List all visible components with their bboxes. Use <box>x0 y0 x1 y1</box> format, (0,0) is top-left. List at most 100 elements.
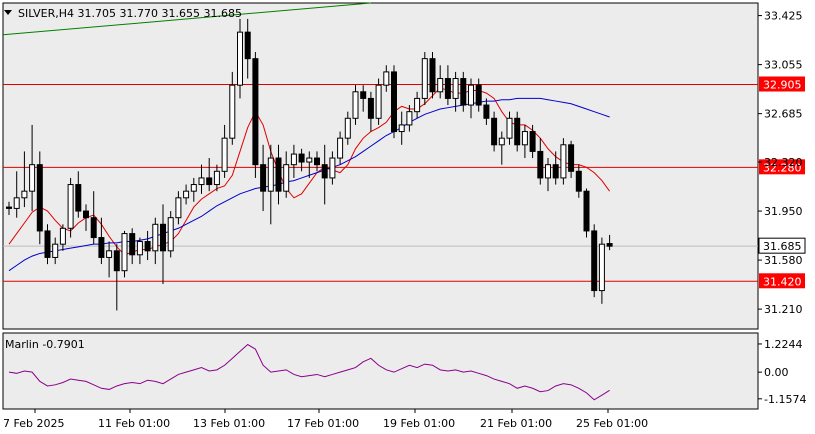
candle <box>167 211 174 258</box>
marlin-line <box>8 343 610 401</box>
candle-body <box>483 104 490 119</box>
candle-body <box>83 210 89 219</box>
candle-body <box>144 241 151 252</box>
candle <box>583 188 590 238</box>
candle <box>437 65 444 99</box>
candle-body <box>537 150 544 179</box>
candle <box>429 52 436 99</box>
candle-body <box>75 184 82 212</box>
candle-body <box>414 97 421 113</box>
current-price-label: 31.685 <box>763 240 802 253</box>
candle-body <box>545 164 551 179</box>
trend-line <box>2 2 371 36</box>
candle <box>545 158 551 192</box>
candle <box>6 201 12 216</box>
candle <box>190 177 197 202</box>
time-tick-label: 7 Feb 2025 <box>3 417 64 430</box>
candle-body <box>21 190 28 199</box>
candle-body <box>44 230 51 258</box>
candle <box>352 85 359 125</box>
candle <box>275 144 282 205</box>
candle-body <box>275 157 282 192</box>
candle-body <box>221 137 228 172</box>
level-label: 32.280 <box>763 161 802 174</box>
candle <box>229 71 236 145</box>
candle <box>598 237 605 304</box>
candle <box>90 191 97 245</box>
candle-body <box>175 197 182 219</box>
level-label-bg <box>759 76 805 92</box>
candle-body <box>437 78 444 93</box>
candle-body <box>575 170 582 192</box>
candle-body <box>583 190 590 232</box>
candle-body <box>190 184 197 192</box>
candle-body <box>444 78 451 99</box>
candle <box>44 224 51 265</box>
candle-body <box>468 84 474 106</box>
trend-line-layer <box>2 2 371 36</box>
candle-body <box>167 217 174 252</box>
candle <box>391 65 397 139</box>
price-tick-label: 33.055 <box>764 59 803 72</box>
candle <box>29 124 36 212</box>
level-label: 31.420 <box>763 275 802 288</box>
candle-body <box>113 250 120 272</box>
candle-body <box>6 206 12 209</box>
candle <box>175 191 182 225</box>
level-label-bg <box>759 273 805 289</box>
candle <box>552 151 559 185</box>
candle <box>113 244 120 311</box>
candle <box>406 105 413 132</box>
candle-body <box>552 164 559 179</box>
indicator-tick-label: 1.2244 <box>764 338 803 351</box>
candle <box>475 78 482 112</box>
candle <box>160 204 166 284</box>
candle-body <box>391 71 397 133</box>
candle <box>367 91 374 132</box>
candle-body <box>344 117 351 139</box>
candle-body <box>183 190 190 199</box>
candle <box>606 234 613 251</box>
candle-body <box>29 164 36 192</box>
candle-body <box>90 217 97 239</box>
main-plot-area <box>2 2 759 330</box>
candle <box>360 85 367 112</box>
candle <box>67 177 74 238</box>
horizontal-levels: 32.905 32.280 31.420 31.685 <box>3 76 806 289</box>
candle <box>383 65 390 92</box>
candle <box>129 228 136 265</box>
candle <box>460 71 467 112</box>
candle-body <box>67 184 74 229</box>
candle-body <box>52 243 59 258</box>
candle-body <box>321 164 328 179</box>
oscillator-line <box>8 343 610 401</box>
time-tick-label: 21 Feb 01:00 <box>480 417 552 430</box>
axes: 33.425 33.055 32.685 32.320 31.950 31.580 31.2… <box>3 10 806 430</box>
candle <box>152 217 159 265</box>
candle <box>106 241 113 278</box>
candle-body <box>337 137 344 159</box>
candle-body <box>59 227 66 245</box>
candle <box>136 237 143 265</box>
candle-body <box>475 84 482 106</box>
candle <box>337 131 344 165</box>
candle-body <box>237 31 243 86</box>
candle-body <box>360 91 367 99</box>
candle <box>221 124 228 178</box>
candle-body <box>591 230 598 292</box>
candle-body <box>329 157 336 179</box>
time-tick-label: 11 Feb 01:00 <box>98 417 170 430</box>
candle <box>314 151 320 172</box>
candle-body <box>383 71 390 86</box>
price-tick-label: 32.685 <box>764 108 803 121</box>
dropdown-triangle-icon[interactable] <box>4 10 12 15</box>
candle-body <box>498 137 505 146</box>
candle <box>375 78 382 125</box>
candle-body <box>568 144 575 172</box>
candle-body <box>367 97 374 119</box>
candle <box>98 217 105 265</box>
candle-body <box>290 153 297 166</box>
candle-body <box>314 157 320 166</box>
candle <box>329 151 336 185</box>
candle-body <box>160 223 166 252</box>
